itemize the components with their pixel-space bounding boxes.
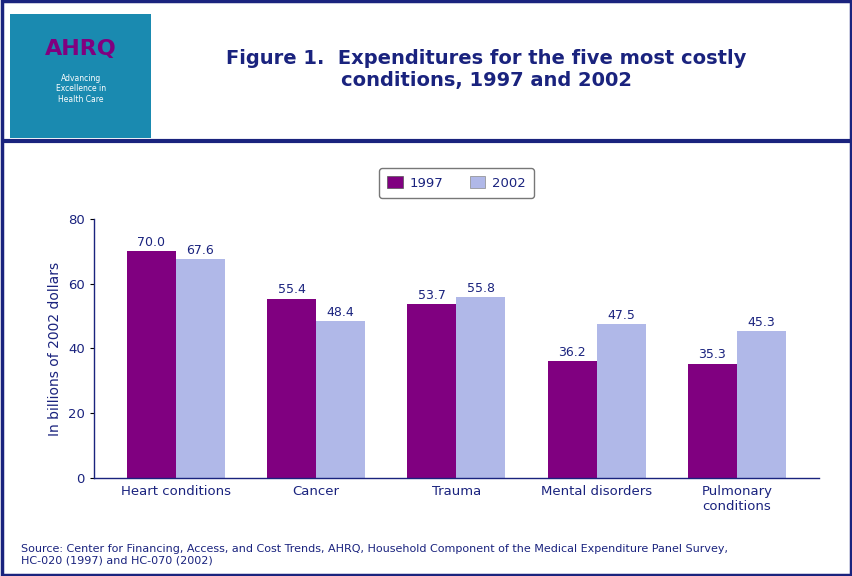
Bar [127, 251, 176, 478]
Text: 48.4: 48.4 [326, 306, 354, 319]
Bar [687, 363, 736, 478]
Text: Figure 1.  Expenditures for the five most costly
conditions, 1997 and 2002: Figure 1. Expenditures for the five most… [226, 49, 746, 90]
Text: 45.3: 45.3 [746, 316, 774, 329]
Text: 36.2: 36.2 [557, 346, 585, 358]
Text: 55.4: 55.4 [277, 283, 305, 296]
Text: AHRQ: AHRQ [44, 39, 117, 59]
Text: 47.5: 47.5 [607, 309, 635, 322]
Text: 70.0: 70.0 [137, 236, 165, 249]
Text: 53.7: 53.7 [417, 289, 446, 302]
Bar [176, 259, 225, 478]
Bar [267, 298, 316, 478]
Bar [406, 304, 456, 478]
Text: 67.6: 67.6 [187, 244, 214, 257]
Text: 35.3: 35.3 [698, 348, 725, 362]
Bar [456, 297, 505, 478]
Text: Advancing
Excellence in
Health Care: Advancing Excellence in Health Care [55, 74, 106, 104]
Bar [547, 361, 596, 478]
Bar [596, 324, 645, 478]
Bar [316, 321, 365, 478]
Y-axis label: In billions of 2002 dollars: In billions of 2002 dollars [49, 262, 62, 435]
Text: 55.8: 55.8 [466, 282, 494, 295]
Bar [736, 331, 785, 478]
Legend: 1997, 2002: 1997, 2002 [378, 168, 533, 198]
Text: Source: Center for Financing, Access, and Cost Trends, AHRQ, Household Component: Source: Center for Financing, Access, an… [21, 544, 728, 566]
